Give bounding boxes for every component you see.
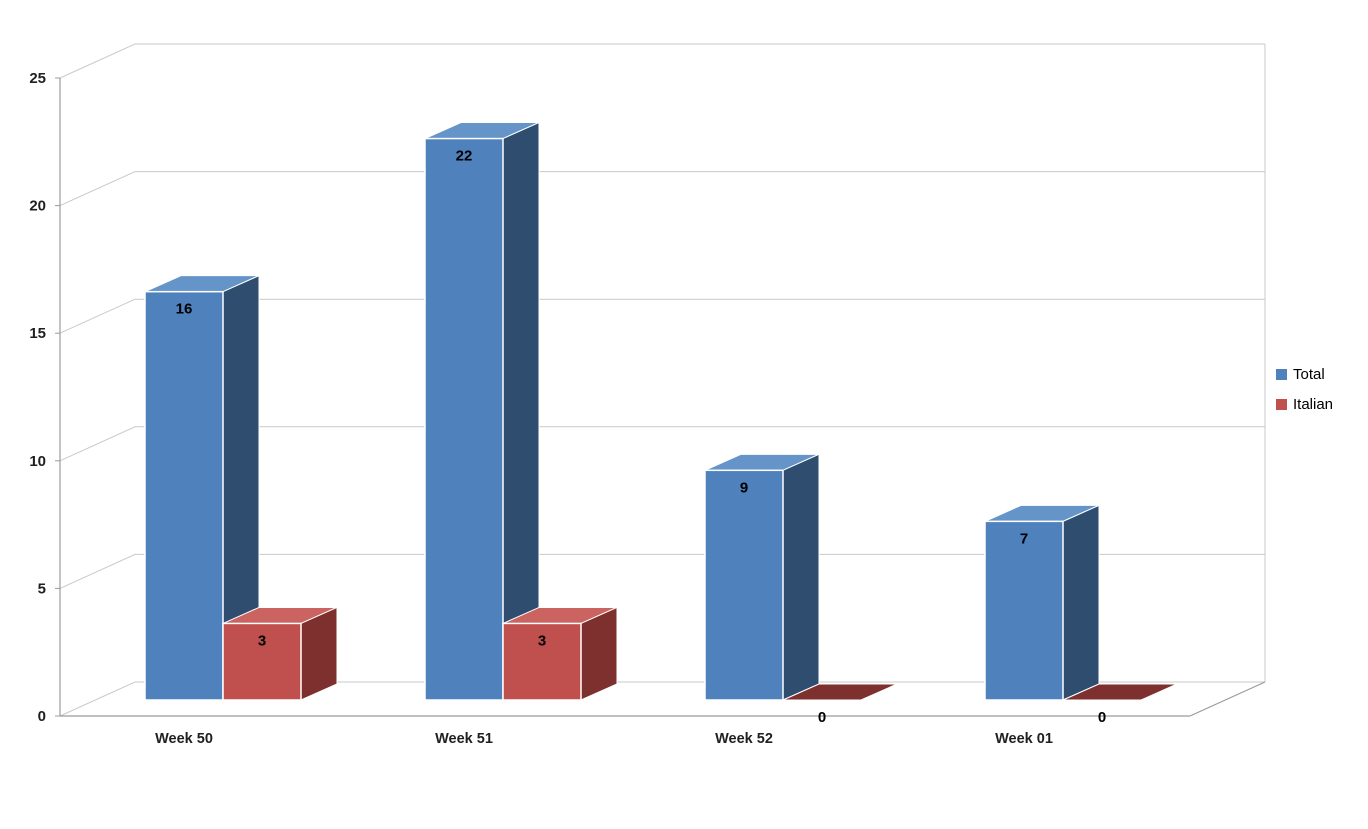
total-bar-front[interactable] xyxy=(144,290,224,701)
legend-swatch-italian xyxy=(1276,399,1287,410)
gridline xyxy=(59,43,1265,79)
category-label: Week 50 xyxy=(155,731,213,747)
italian-bar-side[interactable] xyxy=(300,606,338,701)
data-label: 16 xyxy=(176,301,193,318)
legend-item-italian[interactable]: Italian xyxy=(1276,396,1333,413)
data-label: 0 xyxy=(818,709,826,726)
floor-right-edge xyxy=(1189,681,1266,717)
data-label: 7 xyxy=(1020,530,1028,547)
total-bar-side[interactable] xyxy=(782,453,820,701)
y-axis-label: 20 xyxy=(29,198,46,215)
italian-bar-zero[interactable] xyxy=(782,683,898,701)
y-axis-label: 10 xyxy=(29,453,46,470)
data-label: 0 xyxy=(1098,709,1106,726)
y-axis-label: 5 xyxy=(38,580,46,597)
legend-label-total: Total xyxy=(1293,366,1325,383)
italian-bar-front[interactable] xyxy=(222,622,302,701)
y-axis-label: 15 xyxy=(29,325,46,342)
total-bar-front[interactable] xyxy=(704,469,784,701)
data-label: 22 xyxy=(456,148,473,165)
gridline xyxy=(59,426,1265,462)
legend-swatch-total xyxy=(1276,369,1287,380)
data-label: 3 xyxy=(538,632,546,649)
gridline xyxy=(59,298,1265,334)
data-label: 9 xyxy=(740,479,748,496)
data-label: 3 xyxy=(258,632,266,649)
total-bar-side[interactable] xyxy=(1062,504,1100,701)
category-label: Week 52 xyxy=(715,731,773,747)
gridline xyxy=(59,681,1265,717)
legend-item-total[interactable]: Total xyxy=(1276,366,1333,383)
y-axis-label: 0 xyxy=(38,708,46,725)
legend-label-italian: Italian xyxy=(1293,396,1334,413)
italian-bar-zero[interactable] xyxy=(1062,683,1178,701)
y-axis-label: 25 xyxy=(29,70,46,87)
italian-bar-front[interactable] xyxy=(502,622,582,701)
category-label: Week 01 xyxy=(995,731,1053,747)
gridline xyxy=(59,171,1265,207)
legend: Total Italian xyxy=(1276,366,1333,413)
italian-bar-side[interactable] xyxy=(580,606,618,701)
category-label: Week 51 xyxy=(435,731,493,747)
total-bar-front[interactable] xyxy=(424,137,504,701)
gridline xyxy=(59,553,1265,589)
total-bar-front[interactable] xyxy=(984,520,1064,701)
